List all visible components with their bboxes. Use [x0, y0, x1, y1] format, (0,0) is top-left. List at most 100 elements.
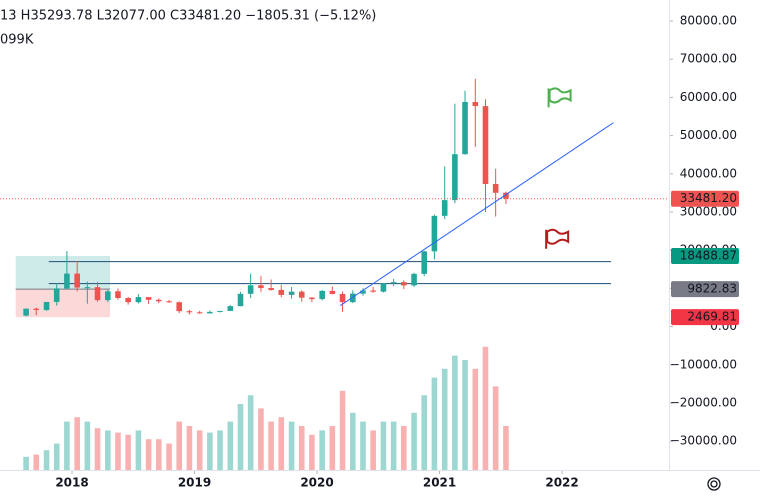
candle-body [166, 301, 172, 303]
x-tick-label: 2021 [423, 476, 456, 490]
volume-bar [503, 426, 509, 470]
flag [547, 87, 572, 108]
price-tag-label: 33481.20 [680, 191, 737, 205]
price-tag [671, 309, 739, 326]
volume-bar [360, 421, 366, 470]
volume-bar [94, 428, 101, 470]
price-tag [671, 190, 739, 207]
price-tag-label: 18488.87 [680, 248, 737, 262]
y-tick-label: 60000.00 [680, 90, 737, 104]
volume-bar [390, 421, 397, 470]
volume-bar [207, 432, 213, 470]
candle-body [339, 293, 346, 303]
candle-body [319, 290, 325, 300]
y-tick-label: 40000.00 [680, 166, 737, 180]
volume-bar [278, 417, 285, 470]
volume-bar [421, 395, 428, 470]
y-tick-label: −10000.00 [670, 357, 737, 371]
candle-body [125, 297, 131, 303]
candle-body [155, 299, 162, 302]
candle-body [278, 289, 285, 295]
candle-body [309, 297, 315, 300]
candle-body [452, 154, 458, 201]
volume-bar [196, 430, 203, 470]
candle-body [115, 291, 121, 298]
x-tick-label: 2018 [55, 476, 88, 490]
candle-body [64, 273, 70, 289]
candle-body [258, 285, 264, 289]
volume-bar [74, 417, 80, 470]
volume-bar [309, 434, 315, 470]
flag [545, 228, 570, 249]
volume-bar [135, 430, 142, 470]
candle-body [421, 251, 428, 274]
candle-body [176, 302, 183, 312]
candle-body [145, 297, 152, 300]
candle-body [462, 101, 468, 155]
y-tick-label: 30000.00 [680, 205, 737, 219]
candle-body [360, 290, 366, 294]
volume-bar [268, 421, 274, 470]
candle-body [94, 287, 101, 301]
volume-bar [125, 434, 131, 470]
volume-bar [482, 346, 489, 470]
x-tick-label: 2019 [178, 476, 211, 490]
trend-line [340, 122, 614, 307]
candle-body [350, 293, 356, 303]
candle-body [288, 291, 295, 295]
price-tag [671, 281, 739, 298]
volume-bar [155, 439, 162, 470]
volume-bar [145, 439, 152, 470]
volume-bar [492, 386, 499, 470]
volume-bar [33, 454, 40, 470]
legend-text: 099K [0, 33, 34, 48]
candle-body [390, 282, 397, 284]
volume-bar [462, 360, 468, 470]
candle-body [43, 301, 50, 311]
candle-body [247, 285, 254, 294]
legend-text: 13 H35293.78 L32077.00 C33481.20 −1805.3… [0, 9, 376, 24]
volume-bar [329, 426, 336, 470]
volume-bar [176, 421, 183, 470]
volume-bar [411, 412, 417, 470]
candle-body [472, 101, 479, 107]
volume-bar [441, 368, 448, 470]
candle-body [370, 290, 376, 292]
volume-bar [319, 430, 325, 470]
candle-body [186, 311, 193, 313]
candle-body [53, 288, 60, 302]
volume-bar [53, 443, 60, 470]
price-tag-label: 9822.83 [687, 282, 737, 296]
volume-bar [217, 430, 223, 470]
candle-body [227, 306, 234, 311]
candle-body [268, 288, 274, 290]
y-tick-label: 70000.00 [680, 52, 737, 66]
candle-body [84, 287, 91, 289]
volume-bar [227, 421, 234, 470]
volume-bar [431, 377, 438, 470]
position-loss [15, 289, 111, 318]
volume-bar [452, 355, 458, 470]
candle-body [105, 291, 111, 301]
y-tick-label: −30000.00 [670, 434, 737, 448]
candle-body [33, 308, 40, 311]
candle-body [482, 106, 489, 185]
volume-bar [237, 404, 244, 470]
volume-bar [380, 421, 387, 470]
candle-body [329, 290, 336, 294]
volume-bar [400, 426, 407, 470]
candle-body [74, 273, 80, 288]
y-tick-label: −20000.00 [670, 395, 737, 409]
volume-bar [298, 426, 305, 470]
volume-bar [350, 412, 356, 470]
candle-body [23, 308, 29, 316]
volume-bar [105, 430, 111, 470]
candle-body [135, 297, 142, 303]
volume-bar [166, 443, 172, 470]
settings-icon[interactable] [707, 477, 721, 491]
y-tick-label: 80000.00 [680, 14, 737, 28]
volume-bar [43, 450, 50, 470]
candle-body [441, 200, 448, 216]
y-tick-label: 50000.00 [680, 128, 737, 142]
